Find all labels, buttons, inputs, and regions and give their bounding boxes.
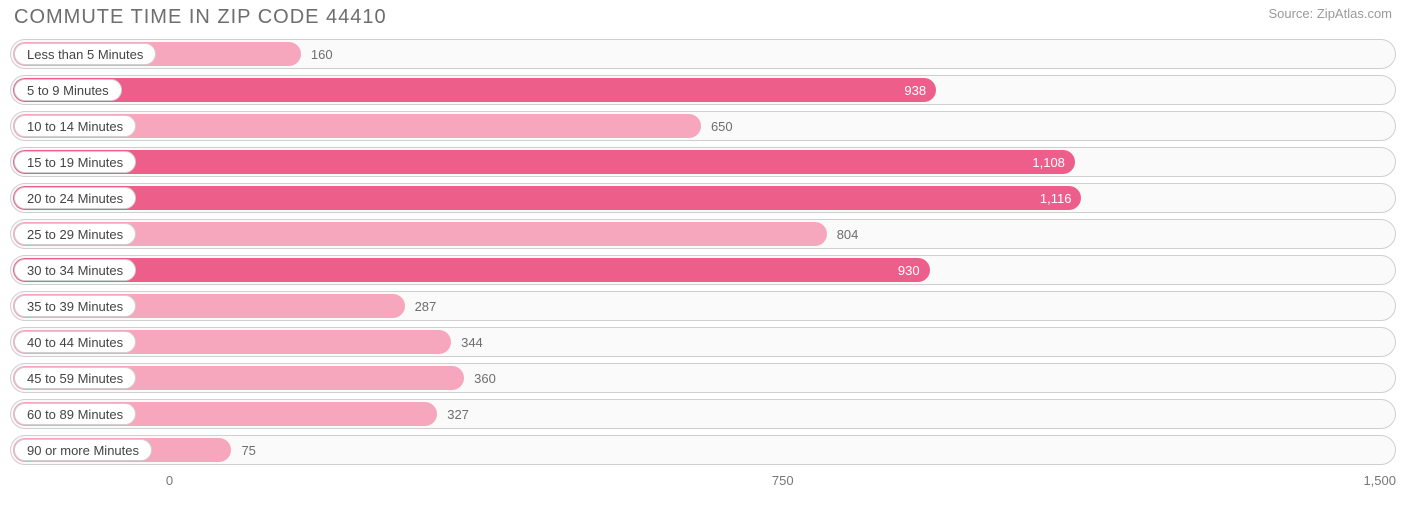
bar-value: 75: [241, 436, 255, 464]
bar-value: 160: [311, 40, 333, 68]
bar-track: 344 40 to 44 Minutes: [10, 327, 1396, 357]
chart-area: 160 Less than 5 Minutes 938 5 to 9 Minutes 6…: [10, 39, 1396, 495]
category-pill: 45 to 59 Minutes: [14, 367, 136, 389]
category-pill: 10 to 14 Minutes: [14, 115, 136, 137]
bar-value: 1,108: [1032, 150, 1065, 174]
category-pill: 40 to 44 Minutes: [14, 331, 136, 353]
bar-value: 360: [474, 364, 496, 392]
bar-value: 804: [837, 220, 859, 248]
x-axis: 0 750 1,500: [10, 471, 1396, 495]
bar-track: 804 25 to 29 Minutes: [10, 219, 1396, 249]
bar-value: 344: [461, 328, 483, 356]
bar-value: 327: [447, 400, 469, 428]
category-pill: Less than 5 Minutes: [14, 43, 156, 65]
bar-track: 1,116 20 to 24 Minutes: [10, 183, 1396, 213]
bar-track: 1,108 15 to 19 Minutes: [10, 147, 1396, 177]
category-pill: 15 to 19 Minutes: [14, 151, 136, 173]
bar-track: 930 30 to 34 Minutes: [10, 255, 1396, 285]
bar-value: 938: [904, 78, 926, 102]
chart-title: COMMUTE TIME IN ZIP CODE 44410: [14, 6, 387, 29]
bar-fill: 938: [13, 78, 936, 102]
chart-rows: 160 Less than 5 Minutes 938 5 to 9 Minutes 6…: [10, 39, 1396, 465]
bar-value: 650: [711, 112, 733, 140]
bar-value: 930: [898, 258, 920, 282]
bar-track: 75 90 or more Minutes: [10, 435, 1396, 465]
bar-fill: 1,108: [13, 150, 1075, 174]
bar-track: 287 35 to 39 Minutes: [10, 291, 1396, 321]
x-axis-tick: 1,500: [1363, 473, 1396, 488]
category-pill: 20 to 24 Minutes: [14, 187, 136, 209]
x-axis-tick: 750: [772, 473, 794, 488]
category-pill: 90 or more Minutes: [14, 439, 152, 461]
bar-track: 938 5 to 9 Minutes: [10, 75, 1396, 105]
chart-container: COMMUTE TIME IN ZIP CODE 44410 Source: Z…: [0, 0, 1406, 522]
x-axis-tick: 0: [166, 473, 173, 488]
category-pill: 5 to 9 Minutes: [14, 79, 122, 101]
bar-track: 650 10 to 14 Minutes: [10, 111, 1396, 141]
bar-fill: 930: [13, 258, 930, 282]
bar-track: 360 45 to 59 Minutes: [10, 363, 1396, 393]
bar-value: 1,116: [1040, 186, 1072, 210]
category-pill: 35 to 39 Minutes: [14, 295, 136, 317]
category-pill: 30 to 34 Minutes: [14, 259, 136, 281]
category-pill: 60 to 89 Minutes: [14, 403, 136, 425]
bar-value: 287: [415, 292, 437, 320]
bar-track: 160 Less than 5 Minutes: [10, 39, 1396, 69]
bar-fill: 1,116: [13, 186, 1081, 210]
bar-track: 327 60 to 89 Minutes: [10, 399, 1396, 429]
category-pill: 25 to 29 Minutes: [14, 223, 136, 245]
chart-source: Source: ZipAtlas.com: [1268, 6, 1392, 21]
chart-header: COMMUTE TIME IN ZIP CODE 44410 Source: Z…: [10, 6, 1396, 39]
